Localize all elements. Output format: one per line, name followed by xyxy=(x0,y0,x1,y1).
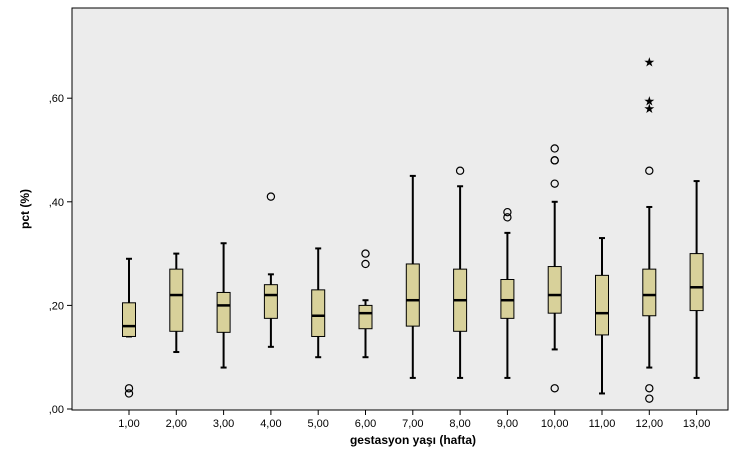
box-group xyxy=(547,144,562,393)
x-tick-label: 5,00 xyxy=(307,418,328,430)
y-axis-title: pct (%) xyxy=(18,189,32,229)
box-group xyxy=(122,257,136,398)
box xyxy=(547,266,562,314)
x-axis-title: gestasyon yaşı (hafta) xyxy=(350,433,476,447)
x-tick-label: 8,00 xyxy=(449,418,470,430)
box-group xyxy=(311,247,326,359)
box xyxy=(405,263,420,327)
y-tick-label: ,40 xyxy=(49,197,64,209)
outlier-point xyxy=(550,179,559,188)
box-group xyxy=(453,166,468,379)
box-group xyxy=(500,207,515,379)
outlier-point xyxy=(550,144,559,153)
x-tick-label: 4,00 xyxy=(260,418,281,430)
x-tick-label: 12,00 xyxy=(636,418,664,430)
box-group xyxy=(689,180,704,379)
x-tick-label: 1,00 xyxy=(118,418,139,430)
box xyxy=(500,279,515,319)
x-tick-label: 9,00 xyxy=(497,418,518,430)
y-axis: ,00 ,20 ,40 ,60 xyxy=(49,93,72,416)
x-tick-label: 7,00 xyxy=(402,418,423,430)
outlier-point xyxy=(455,166,465,175)
x-axis: 1,00 2,00 3,00 4,00 5,00 6,00 7,00 8,00 9,00 10,0… xyxy=(118,410,710,430)
box xyxy=(689,253,704,312)
box xyxy=(595,274,609,336)
extreme-point: ★ xyxy=(643,94,655,109)
x-tick-label: 11,00 xyxy=(589,418,616,430)
box xyxy=(216,291,231,333)
box xyxy=(263,284,278,319)
x-tick-label: 3,00 xyxy=(213,418,234,430)
outlier-point xyxy=(503,213,512,222)
outlier-point xyxy=(645,384,654,393)
box xyxy=(358,304,373,330)
box-series: ★★★ xyxy=(122,55,704,403)
outlier-point xyxy=(503,207,512,217)
y-tick-label: ,20 xyxy=(49,300,64,312)
plot-background xyxy=(71,7,729,411)
outlier-point xyxy=(266,192,276,201)
box xyxy=(169,268,184,332)
box-group xyxy=(595,237,609,395)
extreme-point: ★ xyxy=(643,102,655,117)
y-tick-label: ,00 xyxy=(49,404,64,416)
box xyxy=(122,302,136,337)
outlier-point xyxy=(550,384,559,393)
outlier-point xyxy=(124,384,134,393)
box xyxy=(311,289,326,337)
outlier-point xyxy=(645,394,654,403)
box-group xyxy=(405,174,420,379)
x-tick-label: 6,00 xyxy=(355,418,376,430)
box xyxy=(642,268,657,317)
x-tick-label: 10,00 xyxy=(541,418,569,430)
outlier-point xyxy=(645,166,654,175)
box-group xyxy=(358,249,373,359)
box-group xyxy=(169,252,184,354)
extreme-point: ★ xyxy=(643,55,655,70)
outlier-point xyxy=(124,389,134,398)
outlier-point xyxy=(361,259,370,269)
box-group xyxy=(216,242,231,369)
box-group xyxy=(263,192,278,348)
y-tick-label: ,60 xyxy=(49,93,64,105)
box-group: ★★★ xyxy=(642,55,657,403)
x-tick-label: 2,00 xyxy=(166,418,187,430)
outlier-point xyxy=(361,249,370,258)
x-tick-label: 13,00 xyxy=(683,418,711,430)
outlier-point xyxy=(550,156,559,165)
